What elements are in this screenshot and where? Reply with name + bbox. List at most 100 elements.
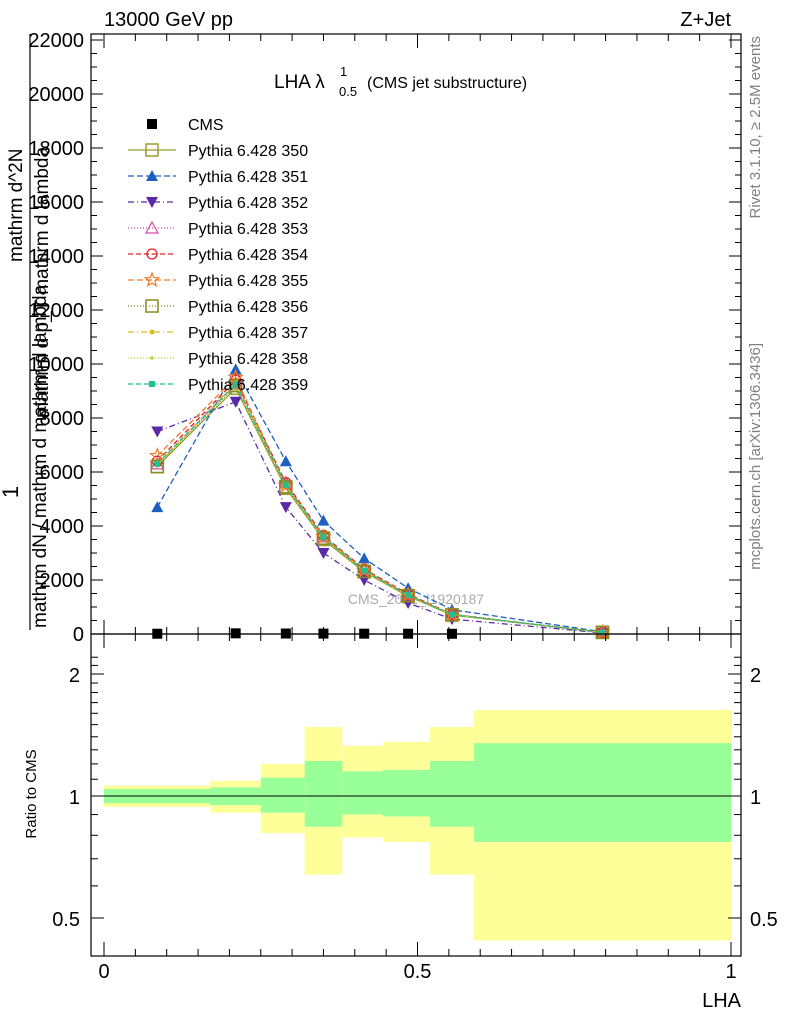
- legend-item: Pythia 6.428 352: [128, 195, 308, 212]
- data-point: [229, 396, 242, 408]
- header-left-label: 13000 GeV pp: [104, 9, 233, 31]
- ratio-y-axis: 0.5 0.5 1 1 2 2: [52, 656, 778, 931]
- chart-title-note: (CMS jet substructure): [367, 75, 527, 92]
- legend-marker: [145, 143, 159, 157]
- mcplots-label: mcplots.cern.ch [arXiv:1306.3436]: [747, 343, 764, 570]
- y-tick-label: 10000: [28, 354, 84, 376]
- series-pythia-6-428-356: [150, 378, 610, 640]
- y-tick-label: 4000: [40, 516, 85, 538]
- y-tick-label: 0: [73, 624, 84, 646]
- legend-item: CMS: [147, 117, 224, 134]
- legend-label: Pythia 6.428 355: [188, 273, 308, 290]
- ratio-inner-band: [430, 761, 474, 827]
- legend-label: Pythia 6.428 351: [188, 169, 308, 186]
- legend-marker: [143, 271, 161, 288]
- y-tick-label: 2000: [40, 570, 85, 592]
- main-series-group: [148, 363, 611, 640]
- data-point: [154, 460, 161, 467]
- series-line: [156, 384, 603, 634]
- data-point: [358, 552, 371, 564]
- data-point: [148, 447, 166, 463]
- legend-marker: [146, 170, 158, 181]
- series-line: [156, 368, 603, 633]
- data-point: [594, 623, 611, 640]
- legend-label: Pythia 6.428 359: [188, 377, 308, 394]
- legend-item: Pythia 6.428 350: [128, 143, 308, 160]
- data-point: [357, 564, 371, 579]
- data-point: [595, 625, 610, 640]
- data-point: [448, 611, 455, 618]
- data-point: [445, 608, 459, 622]
- main-y-axis: 0 2000 4000 6000 8000 10000 12000 14000 16000 180…: [28, 30, 741, 646]
- data-point: [282, 481, 289, 488]
- legend: CMS Pythia 6.428 350 Pythia 6.428 351 Pythi…: [128, 117, 308, 394]
- y-tick-label: 14000: [28, 246, 84, 268]
- ratio-x-axis: 0 0.5 1: [98, 634, 737, 983]
- legend-marker: [150, 356, 154, 360]
- series-line: [156, 383, 603, 634]
- legend-item: Pythia 6.428 358: [128, 351, 308, 368]
- legend-marker: [149, 381, 155, 387]
- data-point: [150, 459, 165, 474]
- legend-label: Pythia 6.428 356: [188, 299, 308, 316]
- ratio-y-tick-label-left: 0.5: [52, 909, 80, 931]
- y-tick-label: 12000: [28, 300, 84, 322]
- y-axis-label-frac2-top: mathrm d^2N: [6, 149, 27, 262]
- y-tick-label: 6000: [40, 462, 85, 484]
- data-point: [405, 592, 412, 599]
- data-point: [401, 588, 415, 603]
- data-point: [279, 480, 293, 494]
- ratio-plot-frame: [90, 633, 742, 957]
- legend-item: Pythia 6.428 353: [128, 220, 308, 238]
- data-point: [279, 455, 292, 467]
- legend-marker: [146, 248, 158, 260]
- data-point: [320, 534, 327, 541]
- legend-label: CMS: [188, 117, 224, 134]
- ratio-y-tick-label-left: 1: [69, 787, 80, 809]
- rivet-version-label: Rivet 3.1.10, ≥ 2.5M events: [747, 36, 764, 219]
- data-point: [599, 629, 606, 636]
- data-point: [277, 476, 295, 493]
- chart-title-main: LHA λ: [274, 72, 325, 93]
- y-axis-label-denominator: mathrm dN / mathrm d mathrm d lambda: [30, 284, 51, 628]
- chart-title: LHA λ 1 0.5 (CMS jet substructure): [274, 64, 527, 99]
- data-point: [402, 597, 415, 609]
- data-point: [316, 531, 331, 545]
- data-point: [151, 426, 164, 438]
- x-tick-label: 0.5: [404, 961, 432, 983]
- y-tick-label: 8000: [40, 408, 85, 430]
- legend-marker: [144, 220, 160, 234]
- legend-item: Pythia 6.428 351: [128, 169, 308, 186]
- series-line: [156, 383, 603, 634]
- data-point: [232, 381, 239, 388]
- header-right-label: Z+Jet: [680, 9, 731, 31]
- data-point: [151, 501, 164, 513]
- y-tick-label: 20000: [28, 84, 84, 106]
- x-tick-label: 1: [725, 961, 736, 983]
- legend-marker: [145, 299, 159, 313]
- legend-item: Pythia 6.428 356: [128, 299, 308, 316]
- legend-label: Pythia 6.428 358: [188, 351, 308, 368]
- data-point: [317, 514, 330, 526]
- x-axis-label: LHA: [702, 990, 742, 1012]
- data-point: [229, 363, 242, 375]
- legend-label: Pythia 6.428 352: [188, 195, 308, 212]
- legend-label: Pythia 6.428 353: [188, 221, 308, 238]
- y-axis-label-frac2-bottom: mathrm d p_T mathrm d lambda: [32, 147, 53, 418]
- legend-marker: [146, 197, 158, 208]
- data-point: [361, 567, 368, 574]
- data-point: [279, 502, 292, 514]
- ratio-inner-band: [304, 761, 343, 827]
- legend-label: Pythia 6.428 354: [188, 247, 308, 264]
- y-tick-label: 18000: [28, 138, 84, 160]
- legend-marker: [149, 329, 155, 335]
- ratio-y-tick-label-right: 0.5: [750, 909, 778, 931]
- legend-item: Pythia 6.428 357: [128, 325, 308, 342]
- chart-title-sup: 1: [340, 64, 347, 79]
- chart-title-sub: 0.5: [339, 84, 357, 99]
- data-point: [230, 628, 241, 639]
- ratio-inner-band: [473, 743, 731, 843]
- legend-marker: [147, 119, 157, 129]
- y-tick-label: 16000: [28, 192, 84, 214]
- data-point: [317, 548, 330, 559]
